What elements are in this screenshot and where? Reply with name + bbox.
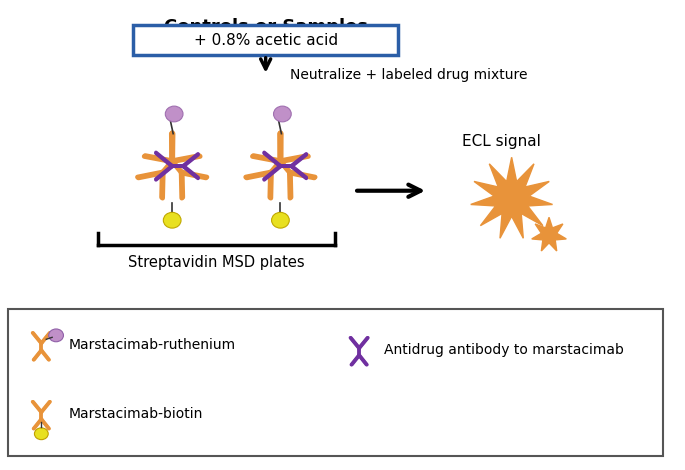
- Text: ECL signal: ECL signal: [462, 134, 541, 149]
- Text: Streptavidin MSD plates: Streptavidin MSD plates: [128, 255, 305, 270]
- Ellipse shape: [49, 329, 64, 342]
- FancyBboxPatch shape: [8, 309, 663, 456]
- Polygon shape: [471, 157, 553, 238]
- Text: Marstacimab-ruthenium: Marstacimab-ruthenium: [69, 338, 236, 352]
- Text: + 0.8% acetic acid: + 0.8% acetic acid: [194, 33, 338, 47]
- Ellipse shape: [165, 106, 183, 122]
- Ellipse shape: [163, 212, 181, 228]
- Ellipse shape: [273, 106, 291, 122]
- Text: Antidrug antibody to marstacimab: Antidrug antibody to marstacimab: [384, 343, 623, 357]
- Text: Neutralize + labeled drug mixture: Neutralize + labeled drug mixture: [290, 68, 527, 82]
- FancyBboxPatch shape: [133, 25, 399, 55]
- Ellipse shape: [271, 212, 289, 228]
- Text: Controls or Samples: Controls or Samples: [164, 17, 368, 36]
- Text: Marstacimab-biotin: Marstacimab-biotin: [69, 407, 203, 421]
- Polygon shape: [532, 217, 566, 251]
- Ellipse shape: [34, 428, 48, 439]
